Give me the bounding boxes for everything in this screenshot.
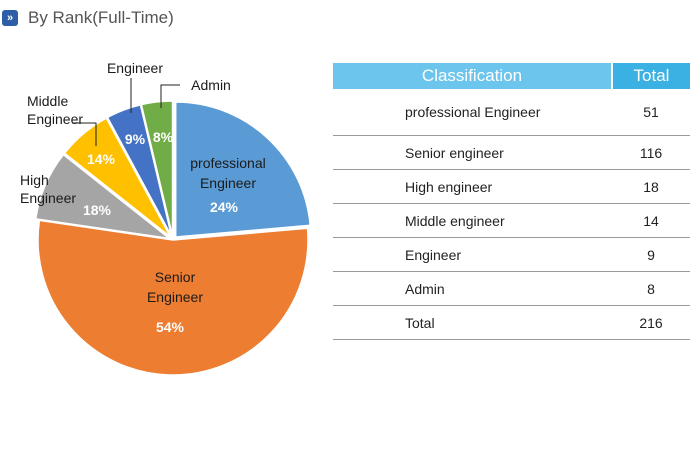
table-row: Engineer 9: [333, 237, 690, 272]
double-chevron-right-icon: »: [2, 10, 18, 26]
pie-chart-svg: professional Engineer 24% Senior Engineer 54%…: [20, 60, 312, 376]
table-row: High engineer 18: [333, 169, 690, 204]
header-classification: Classification: [333, 63, 613, 89]
slice-label-admin: Admin: [191, 77, 231, 93]
pie-chart: professional Engineer 24% Senior Engineer 54%…: [0, 40, 325, 390]
slice-percent-professional-engineer: 24%: [210, 199, 239, 215]
cell-total: 116: [612, 135, 690, 170]
cell-classification: Engineer: [333, 237, 612, 272]
slice-percent-high-engineer: 18%: [83, 202, 112, 218]
table-row: Senior engineer 116: [333, 135, 690, 170]
cell-total: 18: [612, 169, 690, 204]
cell-total: 216: [612, 305, 690, 340]
cell-total: 51: [612, 89, 690, 136]
cell-total: 9: [612, 237, 690, 272]
leader-line-middle: [72, 122, 97, 146]
pie-slice-senior-engineer: [37, 219, 309, 376]
cell-classification: Senior engineer: [333, 135, 612, 170]
slice-label-middle-engineer: Middle Engineer: [27, 93, 83, 127]
slice-percent-admin: 8%: [153, 129, 174, 145]
pie-slice-engineer: [106, 103, 173, 237]
pie-slice-middle-engineer: [63, 117, 172, 238]
section-header: » By Rank(Full-Time): [0, 8, 174, 28]
header-total: Total: [612, 63, 690, 89]
slice-label-professional-engineer: professional Engineer: [190, 155, 266, 191]
pie-slice-high-engineer: [34, 153, 172, 240]
table-row-total: Total 216: [333, 305, 690, 340]
rank-table: Classification Total professional Engine…: [333, 63, 690, 340]
section-title: By Rank(Full-Time): [28, 8, 174, 27]
leader-line-admin: [160, 84, 180, 108]
cell-total: 14: [612, 203, 690, 238]
table-header-row: Classification Total: [333, 63, 690, 89]
slice-label-engineer: Engineer: [107, 60, 163, 76]
cell-classification: Total: [333, 305, 612, 340]
table-row: Admin 8: [333, 271, 690, 306]
pie-slice-professional-engineer: [174, 101, 312, 238]
slice-percent-engineer: 9%: [125, 131, 146, 147]
slice-percent-senior-engineer: 54%: [156, 319, 185, 335]
cell-classification: Admin: [333, 271, 612, 306]
cell-total: 8: [612, 271, 690, 306]
table-row: Middle engineer 14: [333, 203, 690, 238]
table-row: professional Engineer 51: [333, 89, 690, 136]
cell-classification: Middle engineer: [333, 203, 612, 238]
cell-classification: High engineer: [333, 169, 612, 204]
slice-percent-middle-engineer: 14%: [87, 151, 116, 167]
slice-label-high-engineer: High Engineer: [20, 172, 76, 206]
pie-slice-admin: [140, 100, 174, 237]
slice-label-senior-engineer: Senior Engineer: [147, 269, 203, 305]
cell-classification: professional Engineer: [333, 89, 612, 136]
